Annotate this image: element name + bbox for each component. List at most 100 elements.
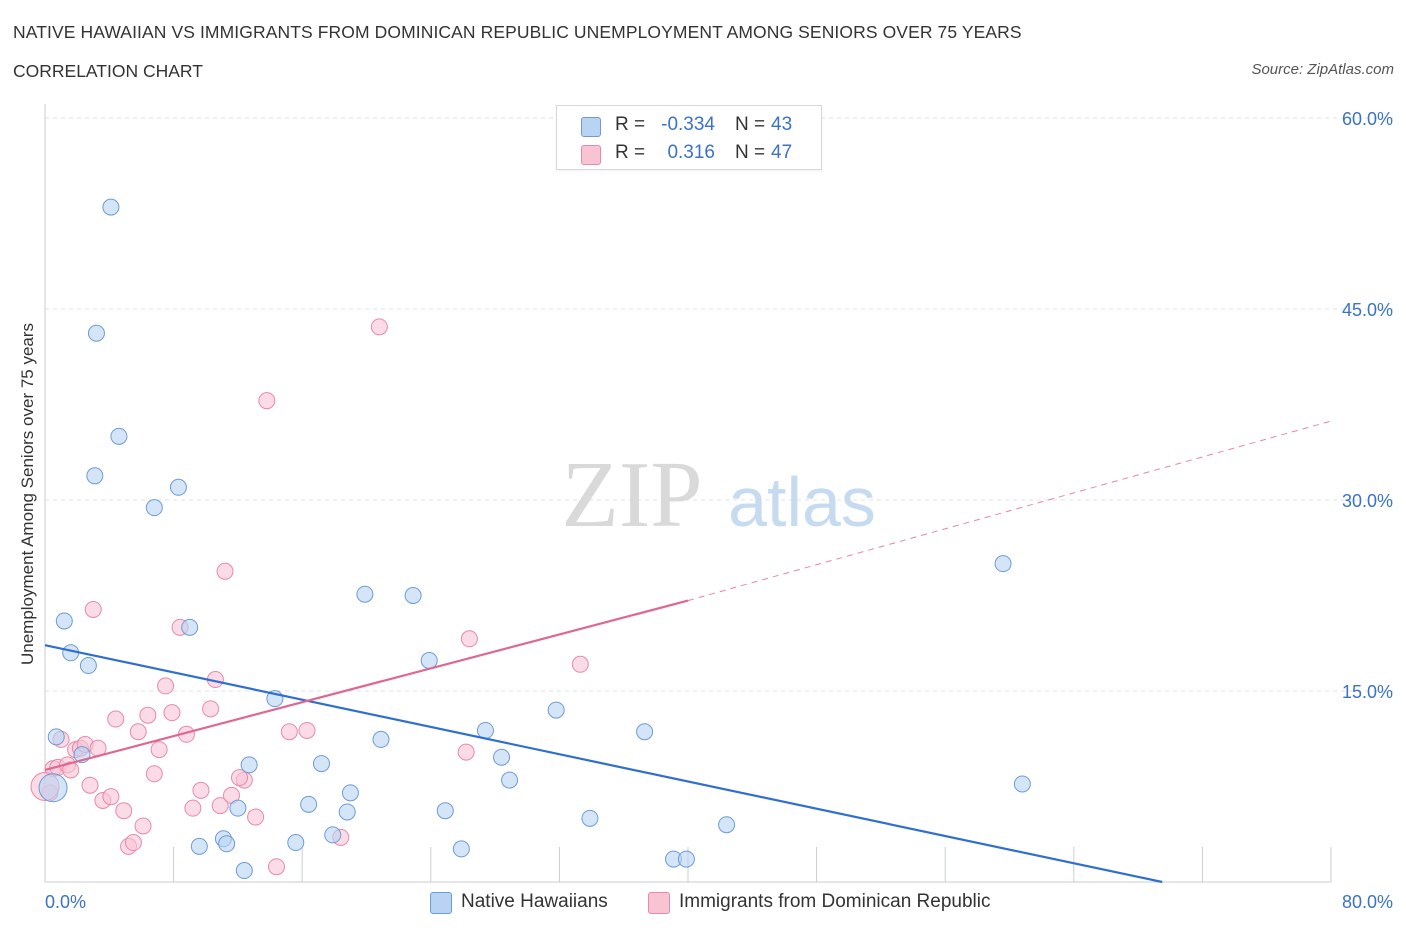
pink-point bbox=[145, 765, 163, 783]
source-credit: Source: ZipAtlas.com bbox=[1251, 61, 1394, 78]
x-tick-label: 80.0% bbox=[1342, 892, 1393, 912]
legend-r-value: 0.316 bbox=[667, 142, 715, 163]
pink-point bbox=[298, 721, 316, 739]
pink-point bbox=[107, 710, 125, 728]
blue-point bbox=[547, 701, 565, 719]
blue-point bbox=[300, 795, 318, 813]
pink-point bbox=[129, 723, 147, 741]
blue-point bbox=[47, 728, 65, 746]
x-tick-label: 0.0% bbox=[45, 892, 86, 912]
blue-point bbox=[420, 651, 438, 669]
blue-point bbox=[994, 555, 1012, 573]
blue-series-points bbox=[38, 198, 1031, 880]
blue-point bbox=[87, 324, 105, 342]
blue-point bbox=[324, 826, 342, 844]
blue-point bbox=[79, 657, 97, 675]
legend-r-label: R = bbox=[615, 114, 646, 135]
grid-lines bbox=[45, 117, 1394, 692]
watermark-atlas: atlas bbox=[728, 463, 876, 541]
pink-trend-line-2 bbox=[687, 420, 1332, 602]
pink-point bbox=[280, 723, 298, 741]
legend-n-label: N = bbox=[735, 142, 766, 163]
blue-point bbox=[218, 835, 236, 853]
blue-point bbox=[493, 748, 511, 766]
blue-point bbox=[38, 773, 68, 803]
blue-point bbox=[55, 612, 73, 630]
blue-point bbox=[636, 723, 654, 741]
pink-point bbox=[139, 706, 157, 724]
pink-series-points bbox=[30, 318, 589, 876]
y-tick-label: 30.0% bbox=[1342, 491, 1393, 511]
blue-point bbox=[581, 809, 599, 827]
pink-point bbox=[134, 817, 152, 835]
trend-lines bbox=[44, 420, 1332, 884]
pink-point bbox=[571, 655, 589, 673]
bottom-legend-swatch-pink bbox=[648, 892, 670, 914]
watermark: ZIP atlas bbox=[562, 443, 876, 547]
blue-point bbox=[312, 755, 330, 773]
blue-point bbox=[229, 799, 247, 817]
blue-point bbox=[287, 834, 305, 852]
bottom-legend-swatch-blue bbox=[430, 892, 452, 914]
pink-point bbox=[150, 741, 168, 759]
blue-point bbox=[372, 730, 390, 748]
watermark-zip: ZIP bbox=[562, 443, 703, 547]
pink-point bbox=[192, 781, 210, 799]
bottom-legend-label-pink: Immigrants from Dominican Republic bbox=[679, 891, 991, 912]
blue-point bbox=[404, 587, 422, 604]
legend-n-value: 47 bbox=[771, 142, 793, 163]
blue-point bbox=[436, 802, 454, 820]
legend-swatch-blue bbox=[581, 117, 601, 137]
pink-point bbox=[115, 802, 133, 820]
bottom-legend-label-blue: Native Hawaiians bbox=[461, 891, 608, 912]
pink-point bbox=[102, 788, 120, 806]
blue-point bbox=[677, 850, 695, 868]
pink-point bbox=[457, 743, 475, 761]
blue-point bbox=[169, 478, 187, 496]
pink-point bbox=[157, 677, 175, 695]
blue-point bbox=[86, 467, 104, 485]
pink-point bbox=[84, 601, 102, 619]
y-axis-label: Unemployment Among Seniors over 75 years bbox=[18, 322, 37, 666]
blue-point bbox=[501, 771, 519, 789]
pink-point bbox=[216, 562, 234, 580]
blue-point bbox=[235, 862, 253, 880]
chart-subtitle: CORRELATION CHART bbox=[13, 61, 203, 81]
blue-point bbox=[145, 499, 163, 517]
y-tick-label: 45.0% bbox=[1342, 300, 1393, 320]
pink-trend-line-1 bbox=[44, 599, 689, 772]
stats-legend: R = -0.334 N = 43 R = 0.316 N = 47 bbox=[556, 105, 822, 170]
blue-point bbox=[181, 618, 199, 636]
pink-point bbox=[258, 392, 276, 410]
blue-point bbox=[102, 198, 120, 216]
pink-point bbox=[62, 761, 80, 779]
legend-r-value: -0.334 bbox=[661, 114, 715, 135]
pink-point bbox=[267, 858, 285, 876]
blue-point bbox=[341, 784, 359, 802]
y-tick-label: 15.0% bbox=[1342, 682, 1393, 702]
blue-point bbox=[452, 840, 470, 858]
legend-r-label: R = bbox=[615, 142, 646, 163]
pink-point bbox=[124, 834, 142, 852]
pink-point bbox=[211, 797, 229, 815]
pink-point bbox=[163, 704, 181, 722]
pink-point bbox=[231, 769, 249, 787]
pink-point bbox=[81, 776, 99, 794]
pink-point bbox=[184, 799, 202, 817]
blue-point bbox=[718, 816, 736, 834]
legend-swatch-pink bbox=[581, 145, 601, 165]
pink-point bbox=[460, 630, 478, 648]
blue-point bbox=[338, 803, 356, 821]
blue-point bbox=[240, 756, 258, 774]
blue-point bbox=[1013, 775, 1031, 793]
blue-point bbox=[190, 837, 208, 855]
pink-point bbox=[202, 700, 220, 718]
legend-n-label: N = bbox=[735, 114, 766, 135]
pink-point bbox=[370, 318, 388, 336]
y-tick-label: 60.0% bbox=[1342, 109, 1393, 129]
chart-title: NATIVE HAWAIIAN VS IMMIGRANTS FROM DOMIN… bbox=[13, 22, 1022, 42]
axes bbox=[44, 104, 1332, 883]
pink-point bbox=[247, 808, 265, 826]
tick-labels: 15.0% 30.0% 45.0% 60.0% 0.0% 80.0% bbox=[45, 109, 1393, 912]
